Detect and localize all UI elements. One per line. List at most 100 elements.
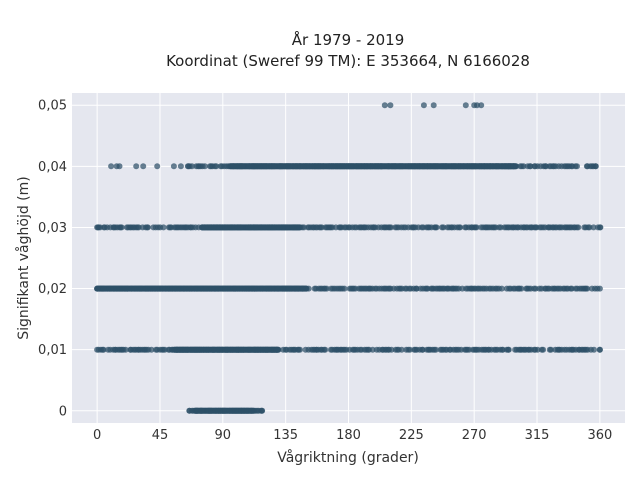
data-point [198,407,205,414]
data-point [100,346,107,353]
data-point [432,346,439,353]
data-point [279,163,286,170]
data-point [222,407,229,414]
y-tick-label: 0,04 [38,160,67,175]
data-point [133,163,140,170]
data-point [462,102,469,109]
data-point [225,163,232,170]
data-point [498,285,505,292]
data-point [154,163,161,170]
data-point [388,224,394,231]
data-point [540,346,547,353]
data-point [513,163,520,170]
data-point [94,224,101,231]
data-point [388,346,395,353]
data-point [434,163,441,170]
data-point [305,285,312,292]
data-point [590,224,597,231]
data-point [430,102,437,109]
data-point [258,407,265,414]
data-point [118,224,125,231]
y-tick-label: 0,03 [38,221,67,236]
data-point [596,285,603,292]
data-point [419,346,426,353]
x-tick-label: 315 [525,428,550,443]
data-point [116,163,123,170]
x-tick-label: 45 [152,428,169,443]
x-axis-label: Vågriktning (grader) [277,449,419,466]
data-point [398,346,405,353]
data-point [189,163,195,170]
data-point [273,346,280,353]
data-point [474,102,480,109]
data-point [596,346,603,353]
data-point [584,285,591,292]
data-point [534,346,541,353]
data-point [433,224,440,231]
data-point [520,163,527,170]
data-point [94,346,101,353]
data-point [369,346,376,353]
data-point [108,163,115,170]
data-point [239,163,246,170]
x-tick-label: 225 [399,428,424,443]
y-tick-label: 0,02 [38,282,67,297]
y-tick-label: 0,01 [38,343,67,358]
data-point [387,102,394,109]
x-tick-labels: 0 45 90 135 180 225 270 315 360 [93,428,612,443]
data-point [505,346,512,353]
data-point [378,163,385,170]
data-point [341,285,348,292]
data-point [323,285,330,292]
data-point [201,163,208,170]
data-point [322,346,329,353]
data-point [240,346,247,353]
data-point [169,346,176,353]
x-tick-label: 270 [462,428,487,443]
data-point [420,102,427,109]
data-point [94,285,101,292]
data-point [478,102,485,109]
data-point [518,285,525,292]
chart-title-line1: År 1979 - 2019 [292,30,405,49]
y-tick-labels: 0 0,01 0,02 0,03 0,04 0,05 [38,99,67,420]
chart-title-line2: Koordinat (Sweref 99 TM): E 353664, N 61… [166,52,530,70]
data-point [548,346,554,353]
data-point [177,163,184,170]
data-point [208,407,215,414]
data-points [94,102,604,414]
data-point [213,163,220,170]
data-point [443,163,450,170]
data-point [407,346,413,353]
data-point [320,163,327,170]
data-point [440,224,447,231]
y-axis-label: Signifikant våghöjd (m) [15,176,32,339]
data-point [591,346,597,353]
x-tick-label: 90 [215,428,232,443]
data-point [271,224,278,231]
data-point [473,224,480,231]
data-point [297,346,303,353]
data-point [215,285,222,292]
data-point [399,163,406,170]
data-point [186,407,193,414]
data-point [205,346,212,353]
data-point [148,346,155,353]
data-point [575,224,582,231]
data-point [170,163,177,170]
data-point [160,224,167,231]
data-point [271,163,278,170]
data-point [124,285,131,292]
data-point [237,224,244,231]
data-point [184,163,191,170]
data-point [122,346,129,353]
x-tick-label: 180 [336,428,361,443]
data-point [586,224,593,231]
data-point [381,102,388,109]
y-tick-label: 0 [59,404,67,419]
data-point [230,163,237,170]
x-tick-label: 0 [93,428,101,443]
x-tick-label: 360 [587,428,612,443]
